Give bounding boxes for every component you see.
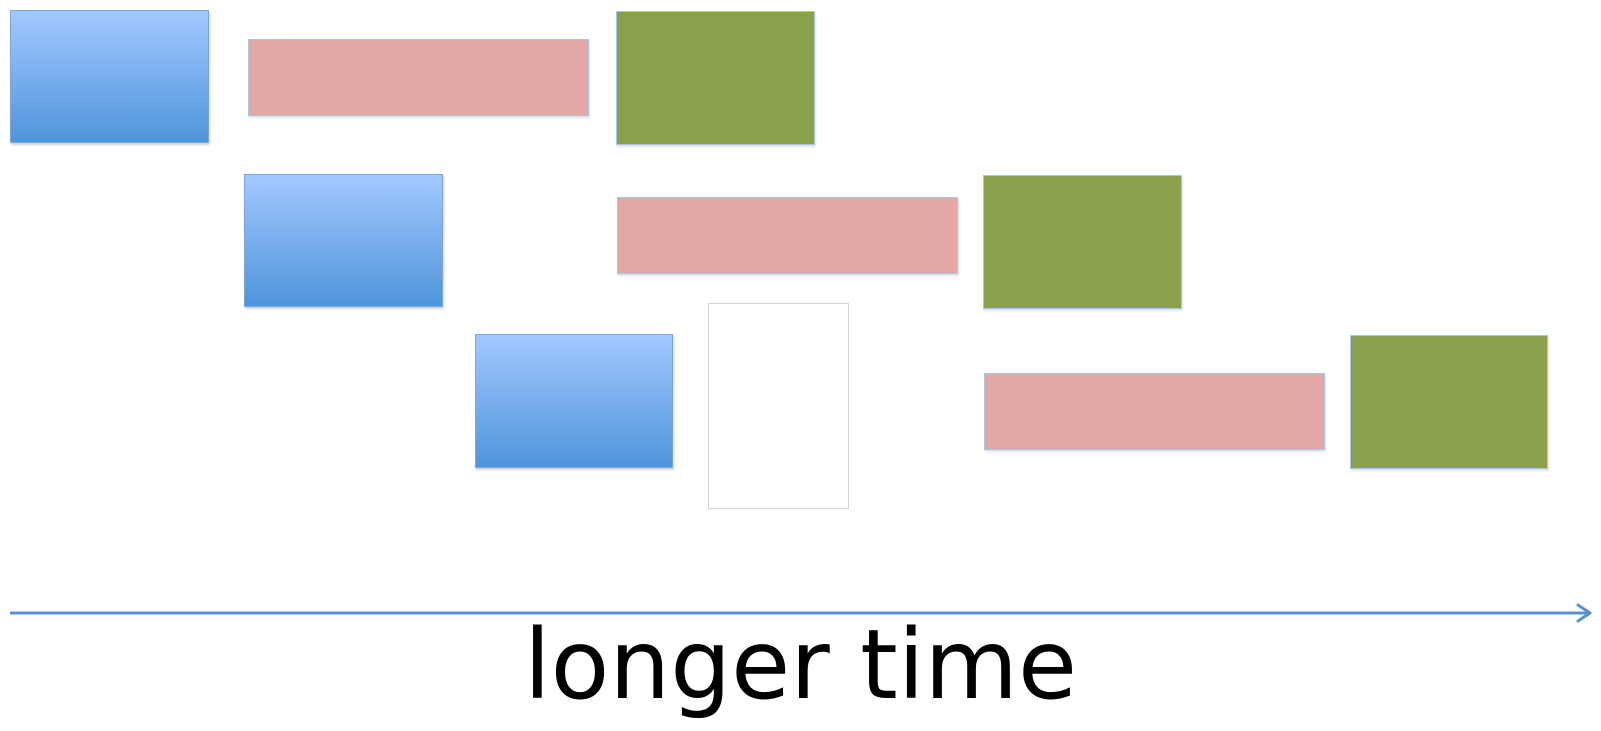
lane-1-pink-block bbox=[248, 39, 589, 116]
lane-3-empty-gap bbox=[708, 303, 849, 509]
lane-1-green-block bbox=[616, 11, 815, 145]
time-axis bbox=[10, 603, 1592, 623]
lane-3-pink-block bbox=[984, 373, 1325, 450]
lane-2-pink-block bbox=[617, 197, 958, 274]
lane-3-blue-block bbox=[475, 334, 673, 468]
arrow-right-icon bbox=[1576, 603, 1592, 623]
lane-3-green-block bbox=[1350, 335, 1548, 469]
lane-2-blue-block bbox=[244, 174, 443, 307]
lane-1-blue-block bbox=[10, 10, 209, 143]
lane-2-green-block bbox=[983, 175, 1182, 309]
time-axis-label: longer time bbox=[523, 609, 1078, 721]
